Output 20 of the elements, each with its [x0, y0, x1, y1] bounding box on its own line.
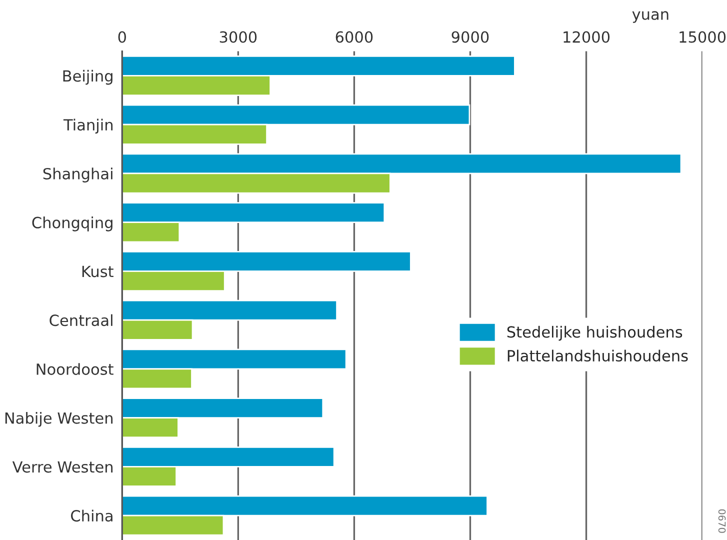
y-tick-label: Tianjin	[63, 118, 113, 134]
x-axis-title: yuan	[632, 11, 668, 23]
y-tick-label: Noordoost	[36, 363, 114, 375]
y-tick-label: Shanghai	[43, 168, 112, 182]
x-tick-label: 9000	[452, 31, 489, 43]
y-tick-label: Chongqing	[32, 216, 112, 232]
y-tick-label: Kust	[82, 266, 114, 278]
y-tick-label: Beijing	[63, 70, 112, 85]
legend-label: Stedelijke huishoudens	[507, 326, 682, 341]
y-tick-label: Verre Westen	[12, 461, 113, 473]
x-tick-label: 6000	[336, 31, 373, 43]
x-tick-label: 3000	[220, 31, 257, 43]
legend-label: Plattelandshuishoudens	[508, 350, 688, 362]
x-tick-label: 12000	[564, 31, 610, 43]
x-tick-label: 15000	[680, 31, 726, 43]
x-tick-label: 0	[118, 31, 126, 43]
y-tick-label: China	[71, 510, 112, 522]
y-tick-label: Centraal	[50, 314, 112, 326]
text: 0670	[718, 509, 726, 533]
y-tick-label: Nabije Westen	[5, 412, 113, 427]
